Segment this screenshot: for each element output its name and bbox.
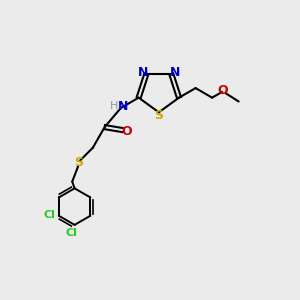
Text: N: N	[138, 66, 148, 79]
Text: N: N	[118, 100, 128, 113]
Text: S: S	[74, 156, 82, 169]
Text: Cl: Cl	[43, 210, 55, 220]
Text: O: O	[218, 84, 228, 97]
Text: O: O	[122, 125, 132, 138]
Text: H: H	[110, 101, 118, 112]
Text: N: N	[169, 66, 180, 79]
Text: Cl: Cl	[66, 228, 78, 238]
Text: S: S	[154, 109, 163, 122]
